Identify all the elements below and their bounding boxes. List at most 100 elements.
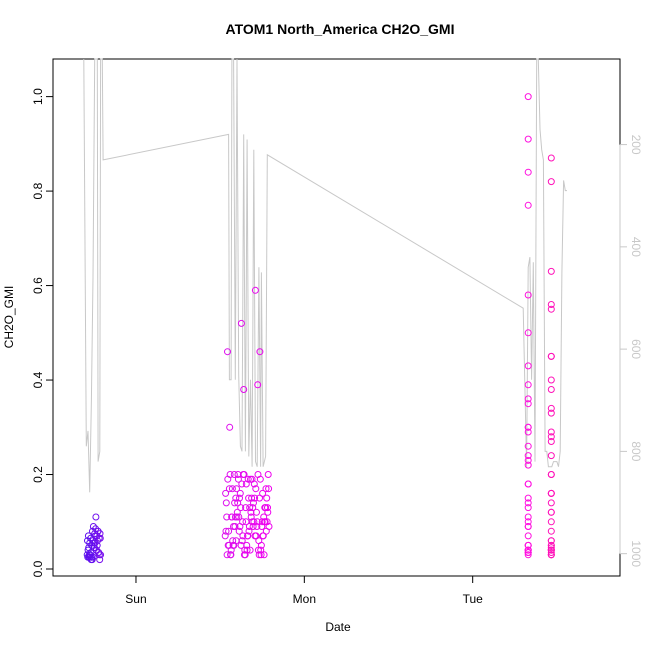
x-tick-label: Mon [293,592,316,606]
data-point [221,532,229,540]
data-point [250,499,257,507]
data-point [547,518,555,526]
data-point [524,513,532,521]
x-axis: Sun Mon Tue [125,575,483,606]
data-point [222,527,230,535]
data-point [547,546,555,554]
data-point [260,513,268,521]
data-point [547,301,555,308]
data-point [234,471,242,478]
data-point [524,541,532,549]
y2-tick-label: 200 [629,135,643,155]
data-point [246,504,254,512]
x-axis-label: Date [325,620,351,634]
y2-tick-label: 400 [629,237,643,257]
data-point [89,523,97,530]
data-point [264,471,272,478]
data-point [524,329,532,337]
data-point [262,485,270,493]
data-point [85,544,93,552]
data-point [259,489,267,497]
data-point [524,135,532,143]
data-point [254,381,262,389]
data-point [547,404,555,412]
data-point [222,489,230,497]
y-tick-label: 0.4 [31,371,45,388]
data-point [90,539,98,547]
data-point [233,485,240,493]
y-tick-label: 0.6 [31,277,45,294]
data-point [231,499,239,507]
data-point [96,534,104,542]
data-point [253,508,260,516]
data-point [248,494,256,502]
data-point [524,423,532,431]
data-point [225,527,233,535]
data-point [251,286,259,294]
data-point [255,551,263,559]
data-point [225,485,233,493]
data-point [547,527,555,535]
data-point [547,541,555,549]
data-point [547,386,555,393]
data-point [253,518,261,526]
data-point [524,461,532,469]
data-point [235,513,243,521]
data-point [524,452,532,460]
data-point [247,475,254,483]
data-point [547,178,555,186]
data-point [229,537,237,545]
data-point [225,541,233,549]
data-point [524,456,532,464]
data-point [84,532,92,540]
data-point [547,433,555,441]
data-point [524,504,532,512]
data-point [92,513,100,521]
data-point [222,499,230,507]
data-point [228,485,236,493]
data-point [253,523,261,530]
data-point [239,532,247,540]
data-point [524,480,532,488]
y-tick-label: 1.0 [31,88,45,105]
y-axis-label: CH2O_GMI [2,286,16,349]
data-point [237,319,245,327]
data-point [524,494,532,502]
data-point [245,527,253,535]
data-point [94,549,102,556]
data-point [237,504,245,512]
data-point [524,551,532,559]
data-point [238,480,246,488]
y2-tick-label: 1000 [629,540,643,567]
data-point [249,523,257,530]
data-point [240,386,248,393]
data-point [260,551,268,559]
data-point [547,438,555,445]
data-point [231,513,239,521]
data-point [547,452,555,460]
data-point [242,518,250,526]
data-point [235,527,243,535]
data-point [246,546,254,554]
data-point [241,546,249,554]
data-point [257,551,265,559]
data-point [262,504,270,512]
data-point [226,423,234,431]
data-point [258,518,266,526]
data-point [223,551,231,559]
x-tick-label: Sun [125,592,146,606]
data-point [249,504,257,512]
data-point [265,485,273,493]
data-point [241,551,249,559]
data-point [252,485,260,493]
y2-tick-label: 800 [629,441,643,461]
data-point [265,523,273,530]
data-point [524,201,532,209]
y-tick-label: 0.0 [31,560,45,577]
data-point [547,428,555,436]
data-point [230,471,238,478]
y-tick-label: 0.8 [31,182,45,199]
data-point [234,475,242,483]
data-point [243,546,251,554]
